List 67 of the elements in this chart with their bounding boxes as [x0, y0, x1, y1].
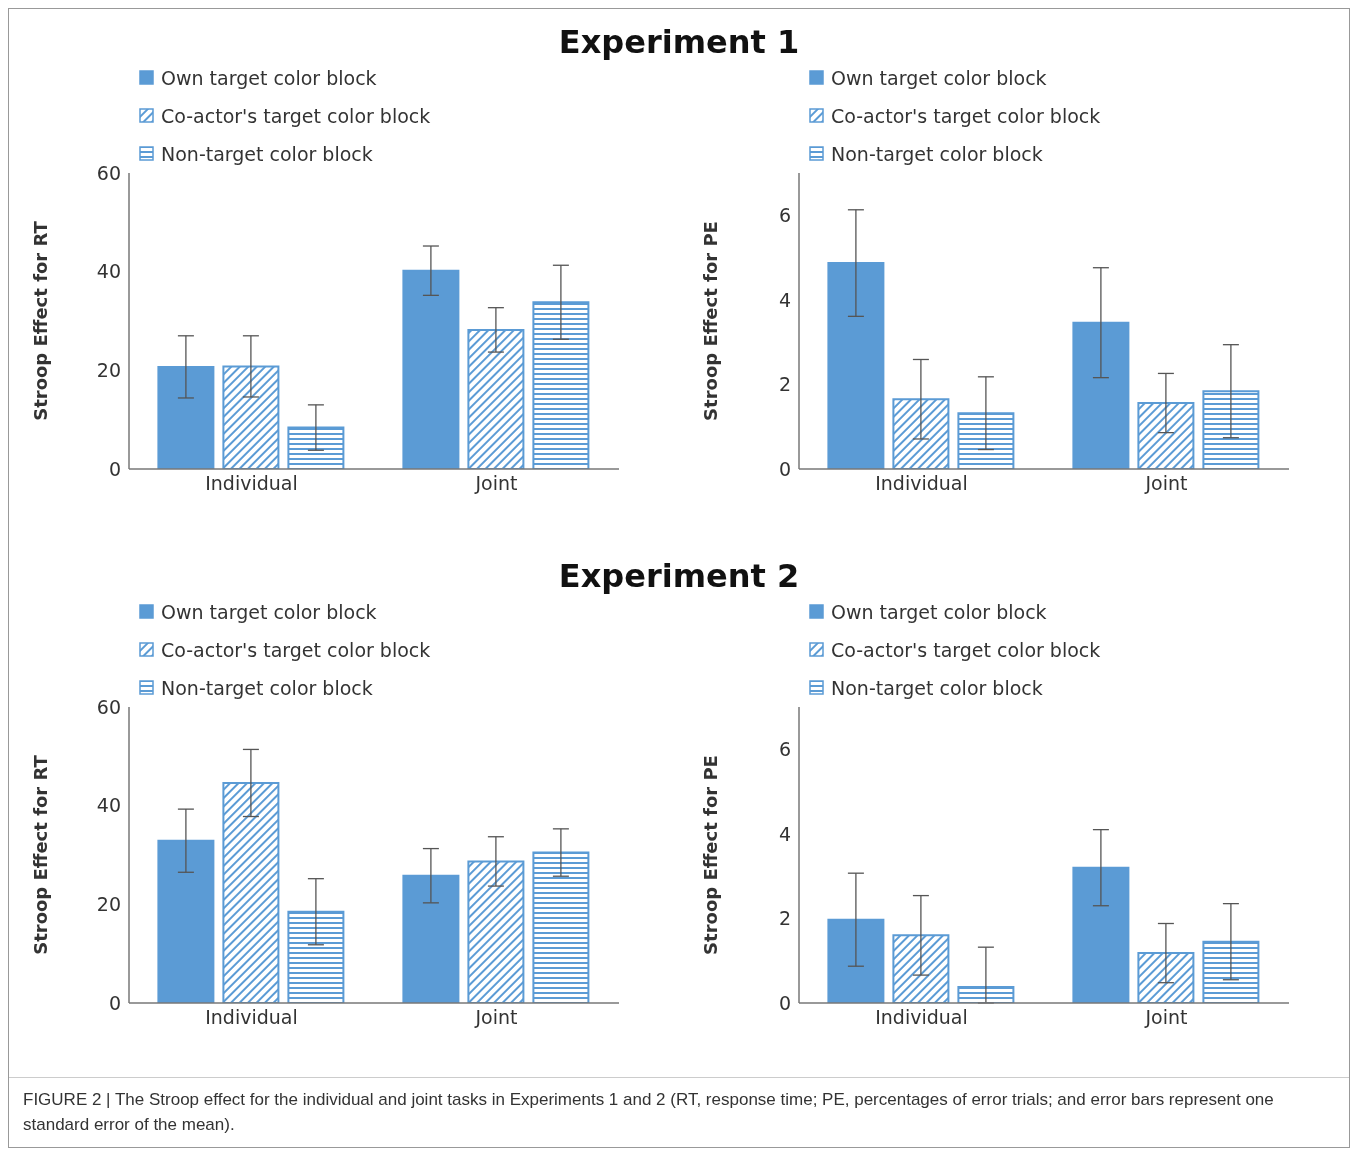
bar: [402, 874, 460, 1003]
bar: [402, 269, 460, 469]
legend-label: Non-target color block: [831, 677, 1043, 699]
bar: [892, 398, 950, 469]
y-tick-label: 40: [96, 794, 121, 817]
x-tick-label: Joint: [474, 1006, 518, 1029]
legend-label: Non-target color block: [161, 677, 373, 699]
x-tick-label: Individual: [205, 1006, 298, 1029]
x-tick-label: Individual: [875, 1006, 968, 1029]
bar: [1137, 402, 1195, 469]
bar: [157, 365, 215, 469]
bar: [157, 839, 215, 1003]
bar: [1137, 952, 1195, 1003]
y-tick-label: 0: [778, 457, 791, 480]
legend-label: Co-actor's target color block: [831, 639, 1101, 661]
y-tick-label: 20: [96, 359, 121, 382]
legend-label: Own target color block: [161, 67, 377, 89]
legend-label: Own target color block: [831, 67, 1047, 89]
x-tick-label: Individual: [875, 472, 968, 495]
caption: FIGURE 2 | The Stroop effect for the individual and joint tasks in Experiments 1 and 2 (RT, response time; PE, percentages of error trials; and error bars represent one standard error of the mean).: [9, 1077, 1349, 1148]
x-tick-label: Joint: [1144, 472, 1188, 495]
y-axis-title: Stroop Effect for RT: [30, 754, 52, 955]
bar: [892, 934, 950, 1003]
bar: [467, 328, 525, 469]
legend-label: Non-target color block: [831, 143, 1043, 165]
bar: [532, 851, 590, 1003]
bar: [957, 412, 1015, 469]
bar: [1072, 866, 1130, 1003]
bar: [222, 781, 280, 1003]
legend-label: Own target color block: [831, 601, 1047, 623]
y-tick-label: 60: [96, 695, 121, 718]
y-tick-label: 4: [778, 288, 791, 311]
legend-label: Own target color block: [161, 601, 377, 623]
y-tick-label: 6: [778, 738, 791, 761]
bar: [287, 426, 345, 469]
legend-label: Non-target color block: [161, 143, 373, 165]
bar: [1072, 321, 1130, 469]
y-tick-label: 0: [778, 991, 791, 1014]
y-tick-label: 2: [778, 373, 791, 396]
y-axis-title: Stroop Effect for RT: [30, 220, 52, 421]
y-tick-label: 60: [96, 161, 121, 184]
y-tick-label: 40: [96, 260, 121, 283]
x-tick-label: Individual: [205, 472, 298, 495]
x-tick-label: Joint: [474, 472, 518, 495]
x-tick-label: Joint: [1144, 1006, 1188, 1029]
chart-title: Experiment 2: [557, 556, 801, 595]
legend-label: Co-actor's target color block: [161, 639, 431, 661]
legend-label: Co-actor's target color block: [161, 105, 431, 127]
bar: [827, 262, 885, 469]
bar: [222, 365, 280, 469]
bar: [827, 918, 885, 1003]
bar: [957, 985, 1015, 1003]
y-tick-label: 6: [778, 204, 791, 227]
bar: [1202, 940, 1260, 1003]
legend-label: Co-actor's target color block: [831, 105, 1101, 127]
y-tick-label: 20: [96, 893, 121, 916]
y-tick-label: 4: [778, 822, 791, 845]
y-tick-label: 2: [778, 907, 791, 930]
bar: [532, 301, 590, 469]
y-tick-label: 0: [108, 457, 121, 480]
chart-title: Experiment 1: [557, 22, 801, 61]
bar: [1202, 390, 1260, 469]
y-tick-label: 0: [108, 991, 121, 1014]
y-axis-title: Stroop Effect for PE: [700, 755, 722, 955]
bar: [467, 860, 525, 1003]
bar: [287, 910, 345, 1003]
y-axis-title: Stroop Effect for PE: [700, 221, 722, 421]
